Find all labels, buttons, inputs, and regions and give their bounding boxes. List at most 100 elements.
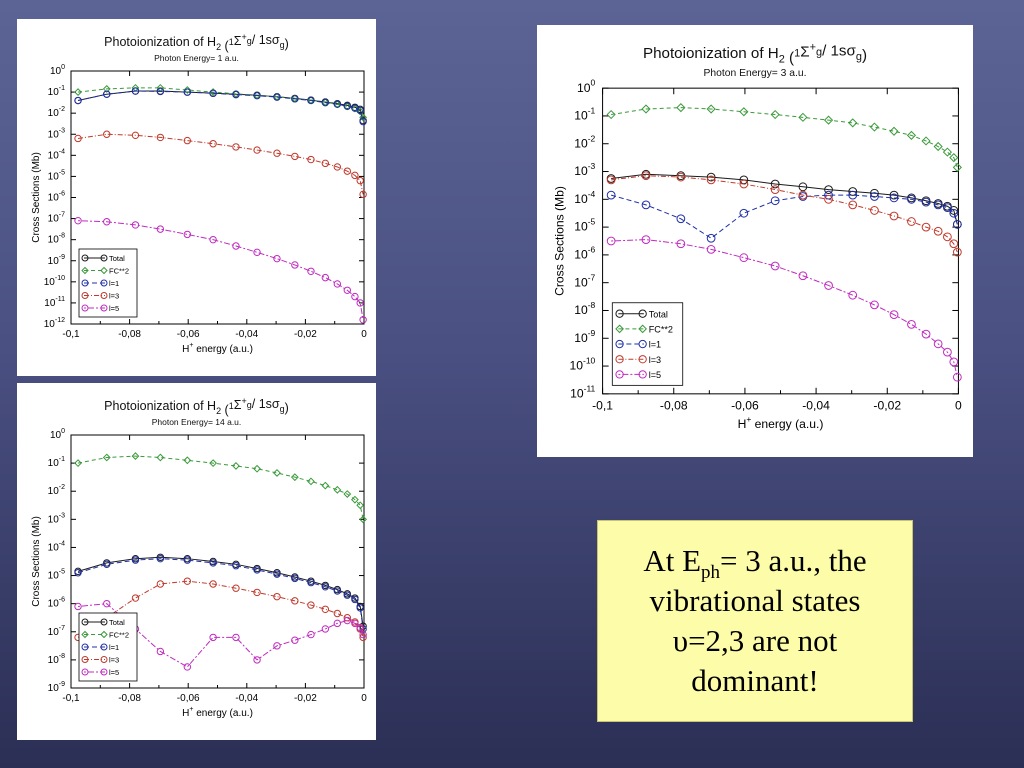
- data-point: [253, 566, 261, 574]
- y-tick-label: 10-5: [48, 169, 65, 182]
- legend-marker: [81, 279, 89, 287]
- data-point: [291, 152, 299, 161]
- data-point: [351, 595, 359, 604]
- y-tick-label: 10-6: [48, 597, 65, 610]
- data-point: [889, 310, 899, 320]
- legend-label: FC**2: [109, 267, 129, 276]
- series-line: [77, 133, 364, 195]
- data-point: [183, 230, 192, 239]
- data-point: [706, 244, 716, 254]
- data-point: [952, 162, 962, 172]
- legend-marker: [81, 630, 89, 639]
- data-point: [848, 190, 858, 200]
- data-point: [333, 280, 342, 288]
- data-point: [273, 592, 281, 601]
- data-point: [343, 490, 352, 498]
- data-point: [333, 485, 342, 494]
- data-point: [351, 495, 359, 504]
- data-point: [824, 185, 833, 194]
- data-point: [706, 175, 716, 185]
- y-tick-label: 10-1: [48, 85, 65, 98]
- chart-subtitle: Photon Energy= 1 a.u.: [154, 53, 239, 63]
- data-point: [232, 584, 240, 592]
- data-point: [356, 623, 364, 632]
- y-tick-label: 10-5: [48, 569, 65, 582]
- data-point: [933, 200, 943, 210]
- data-point: [606, 175, 616, 185]
- data-point: [291, 261, 299, 269]
- y-tick-label: 10-3: [48, 127, 65, 140]
- y-tick-label: 10-9: [48, 681, 65, 694]
- data-point: [889, 190, 899, 200]
- legend-marker: [81, 656, 89, 663]
- legend: Total FC**2 l=1 l=3 l=5: [78, 612, 138, 682]
- data-point: [131, 221, 140, 229]
- y-tick-label: 10-4: [574, 189, 595, 206]
- data-point: [359, 316, 367, 324]
- data-point: [824, 281, 833, 290]
- y-tick-label: 10-11: [44, 296, 65, 309]
- data-point: [606, 190, 616, 200]
- data-point: [156, 133, 165, 142]
- legend-marker: [615, 339, 624, 349]
- chart-2-svg: Photoionization of H2 (1Σ+g/ 1sσg)Photon…: [553, 42, 962, 431]
- data-point: [359, 117, 367, 126]
- data-point: [131, 87, 140, 95]
- data-point: [770, 185, 780, 194]
- legend: Total FC**2 l=1 l=3 l=5: [78, 248, 138, 318]
- data-point: [869, 122, 880, 132]
- data-point: [232, 242, 240, 250]
- legend-label: FC**2: [109, 631, 129, 640]
- legend-label: l=5: [649, 370, 661, 380]
- data-point: [253, 588, 261, 597]
- data-point: [74, 216, 82, 225]
- data-point: [606, 109, 616, 120]
- data-point: [232, 633, 240, 642]
- x-tick-label: -0,06: [731, 399, 759, 413]
- data-point: [739, 253, 749, 263]
- data-point: [209, 559, 217, 567]
- x-axis-label: H+ energy (a.u.): [738, 414, 824, 431]
- annotation-text: At Eph= 3 a.u., the vibrational states υ…: [643, 543, 867, 698]
- legend-marker: [638, 339, 647, 349]
- data-point: [74, 602, 82, 611]
- legend-marker: [81, 266, 89, 275]
- data-point: [870, 300, 879, 310]
- chart-1-svg: Photoionization of H2 (1Σ+g/ 1sσg)Photon…: [31, 32, 367, 355]
- x-tick-label: -0,04: [235, 693, 258, 704]
- data-point: [907, 217, 916, 226]
- y-tick-label: 10-6: [48, 191, 65, 204]
- y-tick-label: 10-4: [48, 540, 65, 553]
- y-tick-label: 10-2: [48, 484, 65, 497]
- series-line: [77, 603, 364, 668]
- y-tick-label: 10-10: [569, 356, 595, 373]
- series-line: [610, 194, 958, 239]
- data-point: [949, 239, 959, 249]
- data-point: [103, 90, 111, 98]
- legend-marker: [100, 279, 108, 287]
- y-tick-label: 100: [50, 64, 65, 77]
- data-point: [183, 456, 192, 465]
- legend-marker: [81, 668, 89, 676]
- data-point: [291, 636, 299, 644]
- y-tick-label: 100: [50, 428, 65, 441]
- y-tick-label: 10-4: [48, 148, 65, 161]
- data-point: [321, 273, 330, 282]
- y-tick-label: 10-8: [574, 300, 595, 317]
- data-point: [131, 131, 140, 140]
- data-point: [676, 172, 686, 182]
- series-l1: [74, 87, 367, 126]
- legend-label: Total: [649, 309, 668, 319]
- series-l5: [606, 235, 962, 382]
- y-tick-label: 10-10: [44, 275, 65, 288]
- data-point: [770, 261, 780, 271]
- legend-marker: [100, 643, 108, 651]
- chart-subtitle: Photon Energy= 14 a.u.: [152, 417, 242, 427]
- data-point: [706, 233, 716, 243]
- data-point: [770, 109, 780, 120]
- data-point: [307, 630, 315, 639]
- x-tick-label: -0,02: [294, 693, 317, 704]
- series-line: [77, 90, 364, 122]
- legend-marker: [638, 324, 648, 334]
- y-tick-label: 10-1: [574, 106, 595, 123]
